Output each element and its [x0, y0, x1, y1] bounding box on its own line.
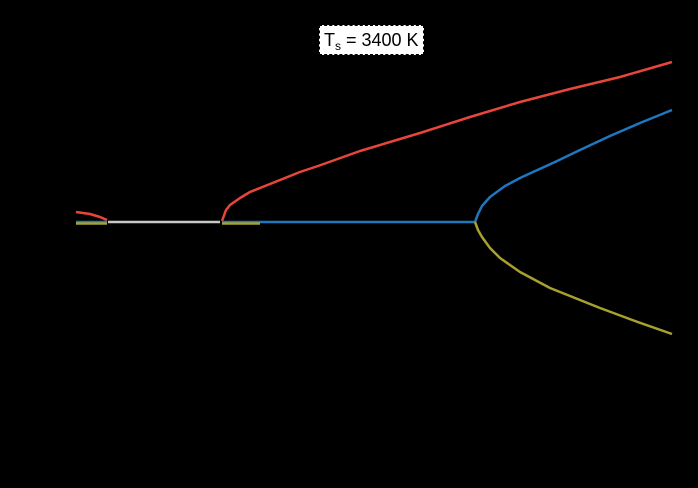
series-red-branch-right — [220, 60, 673, 222]
temperature-annotation: Ts = 3400 K — [318, 24, 425, 56]
series-blue-upper-branch — [473, 108, 673, 223]
series-red-branch-left — [75, 210, 108, 222]
series-olive-lower-branch — [473, 221, 673, 336]
